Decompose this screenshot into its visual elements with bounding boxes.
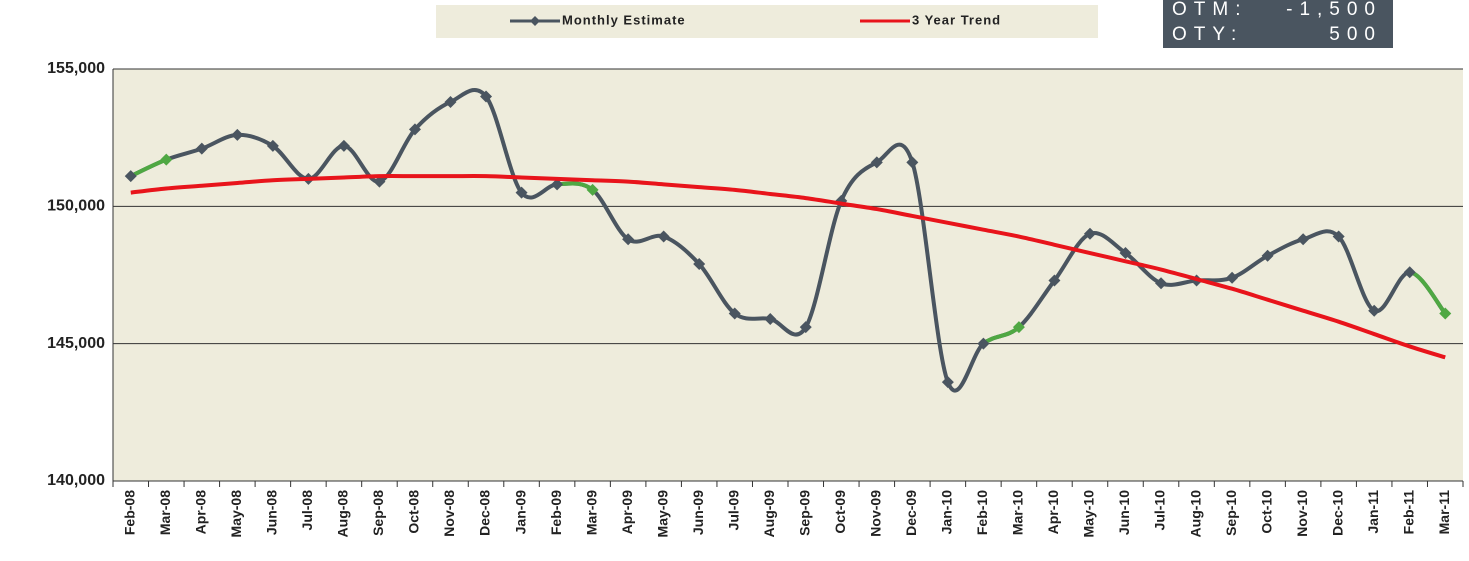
x-tick-label: Aug-09 xyxy=(761,490,777,538)
marker xyxy=(870,156,883,169)
legend-label: Monthly Estimate xyxy=(562,12,686,27)
x-tick-label: Dec-08 xyxy=(477,490,493,536)
marker xyxy=(515,186,528,199)
marker xyxy=(941,376,954,389)
summary-label: OTY: xyxy=(1172,24,1243,45)
marker xyxy=(1048,274,1061,287)
summary-value: -1,500 xyxy=(1286,0,1382,20)
series-line xyxy=(130,174,1446,360)
x-tick-label: Oct-10 xyxy=(1258,490,1274,534)
y-tick-label: 145,000 xyxy=(47,335,105,352)
marker xyxy=(444,95,457,108)
x-tick-label: Sep-10 xyxy=(1223,490,1239,536)
y-tick-label: 155,000 xyxy=(47,60,105,77)
x-tick-label: Jul-10 xyxy=(1152,490,1168,531)
marker xyxy=(764,312,777,325)
marker xyxy=(1439,307,1452,320)
x-tick-label: May-09 xyxy=(654,490,670,538)
marker xyxy=(1119,247,1132,260)
x-tick-label: Aug-08 xyxy=(335,490,351,538)
marker xyxy=(1403,266,1416,279)
marker xyxy=(693,258,706,271)
x-tick-label: Jul-09 xyxy=(725,490,741,531)
summary-value: 500 xyxy=(1329,24,1382,45)
marker xyxy=(1083,227,1096,240)
marker xyxy=(373,175,386,188)
x-tick-label: Mar-09 xyxy=(583,490,599,535)
legend-marker xyxy=(530,16,540,26)
x-tick-label: Nov-08 xyxy=(441,490,457,537)
y-tick-label: 150,000 xyxy=(47,198,105,215)
legend-label: 3 Year Trend xyxy=(912,12,1001,27)
marker xyxy=(1155,277,1168,290)
marker xyxy=(408,123,421,136)
x-tick-label: Sep-09 xyxy=(796,490,812,536)
x-tick-label: Sep-08 xyxy=(370,490,386,536)
x-tick-label: Mar-08 xyxy=(157,490,173,535)
marker xyxy=(1332,230,1345,243)
x-tick-label: Jun-09 xyxy=(690,490,706,535)
y-tick-label: 140,000 xyxy=(47,472,105,489)
marker xyxy=(622,233,635,246)
x-tick-label: Oct-08 xyxy=(406,490,422,534)
marker xyxy=(906,156,919,169)
marker xyxy=(1226,271,1239,284)
x-tick-label: Jan-11 xyxy=(1365,490,1381,534)
marker xyxy=(586,183,599,196)
x-tick-label: Jul-08 xyxy=(299,490,315,531)
x-tick-label: Nov-10 xyxy=(1294,490,1310,537)
marker xyxy=(1368,304,1381,317)
marker xyxy=(1012,321,1025,334)
x-tick-label: Feb-11 xyxy=(1400,490,1416,535)
plot-area xyxy=(113,69,1463,481)
x-tick-label: May-08 xyxy=(228,490,244,538)
marker xyxy=(799,321,812,334)
marker xyxy=(728,307,741,320)
x-tick-label: Apr-09 xyxy=(619,490,635,535)
x-tick-label: Jan-10 xyxy=(939,490,955,535)
marker xyxy=(160,153,173,166)
marker xyxy=(1297,233,1310,246)
summary-box xyxy=(1163,0,1393,48)
x-tick-label: Apr-08 xyxy=(193,490,209,535)
x-tick-label: Jun-08 xyxy=(264,490,280,535)
marker xyxy=(266,139,279,152)
x-tick-label: Aug-10 xyxy=(1187,490,1203,538)
x-tick-label: Dec-09 xyxy=(903,490,919,536)
marker xyxy=(231,128,244,141)
x-tick-label: Nov-09 xyxy=(868,490,884,537)
marker xyxy=(977,337,990,350)
marker xyxy=(337,139,350,152)
series-line xyxy=(129,88,1447,393)
x-tick-label: Oct-09 xyxy=(832,490,848,534)
x-tick-label: Feb-09 xyxy=(548,490,564,535)
x-tick-label: Apr-10 xyxy=(1045,490,1061,535)
x-tick-label: Jan-09 xyxy=(512,490,528,535)
x-tick-label: Mar-10 xyxy=(1010,490,1026,535)
x-tick-label: Dec-10 xyxy=(1329,490,1345,536)
x-tick-label: Mar-11 xyxy=(1436,490,1452,535)
x-tick-label: Jun-10 xyxy=(1116,490,1132,535)
marker xyxy=(195,142,208,155)
marker xyxy=(551,178,564,191)
marker xyxy=(124,170,137,183)
summary-label: OTM: xyxy=(1172,0,1248,20)
x-tick-label: Feb-10 xyxy=(974,490,990,535)
marker xyxy=(657,230,670,243)
x-tick-label: Feb-08 xyxy=(121,490,137,535)
marker xyxy=(1261,249,1274,262)
x-tick-label: May-10 xyxy=(1081,490,1097,538)
marker xyxy=(480,90,493,103)
